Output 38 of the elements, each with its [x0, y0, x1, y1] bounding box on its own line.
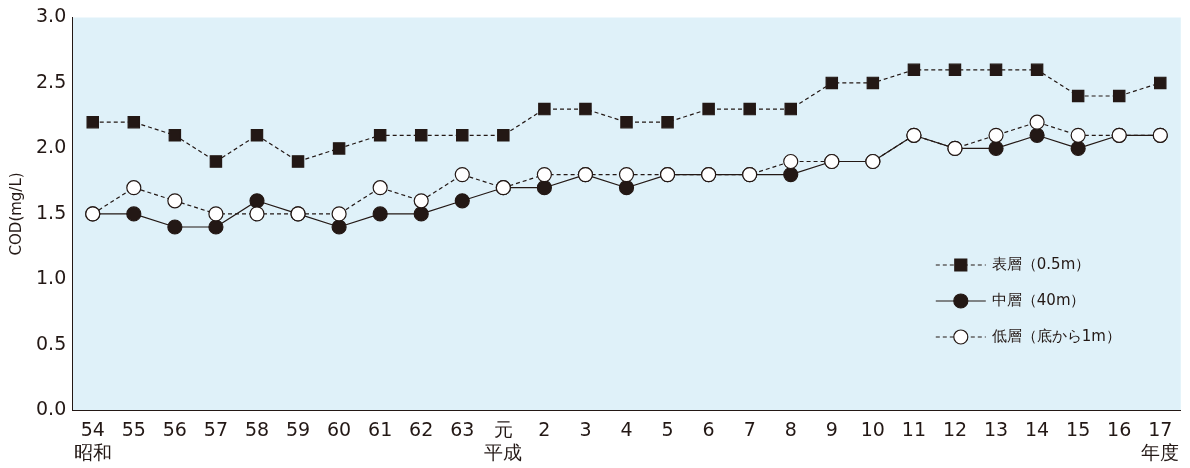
x-tick-label: 2: [538, 417, 551, 440]
x-tick-label: 14: [1025, 417, 1050, 440]
legend-label: 表層（0.5m）: [991, 254, 1091, 273]
x-tick-label: 5: [661, 417, 674, 440]
x-tick-label: 11: [901, 417, 927, 440]
y-tick-label: 1.0: [36, 266, 67, 289]
x-tick-label: 13: [983, 417, 1009, 440]
y-tick-label: 2.5: [36, 69, 67, 92]
x-tick-label: 7: [743, 417, 756, 440]
x-tick-label: 16: [1107, 417, 1132, 440]
x-tick-label: 59: [285, 417, 311, 440]
x-tick-label: 17年度: [1141, 417, 1180, 463]
x-tick-label: 9: [825, 417, 838, 440]
x-tick-label: 63: [450, 417, 475, 440]
y-tick-label: 2.0: [36, 135, 67, 158]
x-tick-label: 61: [368, 417, 393, 440]
x-tick-label: 10: [860, 417, 885, 440]
x-tick-label: 55: [121, 417, 146, 440]
legend-label: 低層（底から1m）: [991, 326, 1121, 345]
x-tick-label: 12: [942, 417, 968, 440]
x-tick-label: 57: [203, 417, 229, 440]
x-tick-label: 56: [162, 417, 187, 440]
x-tick-label: 58: [244, 417, 270, 440]
y-tick-label: 0.5: [36, 331, 67, 354]
x-tick-label: 元平成: [484, 417, 523, 463]
y-tick-label: 0.0: [36, 397, 67, 420]
x-tick-label: 62: [409, 417, 434, 440]
x-tick-label: 8: [784, 417, 797, 440]
x-tick-label: 3: [579, 417, 592, 440]
legend-label: 中層（40m）: [991, 290, 1086, 309]
x-tick-label: 60: [327, 417, 352, 440]
x-tick-label: 15: [1066, 417, 1091, 440]
x-tick-label: 6: [702, 417, 715, 440]
y-tick-label: 3.0: [36, 4, 67, 27]
y-axis-title: COD(mg/L): [6, 172, 25, 256]
x-tick-label: 54昭和: [73, 417, 112, 463]
y-tick-label: 1.5: [36, 200, 67, 223]
x-tick-label: 4: [620, 417, 633, 440]
